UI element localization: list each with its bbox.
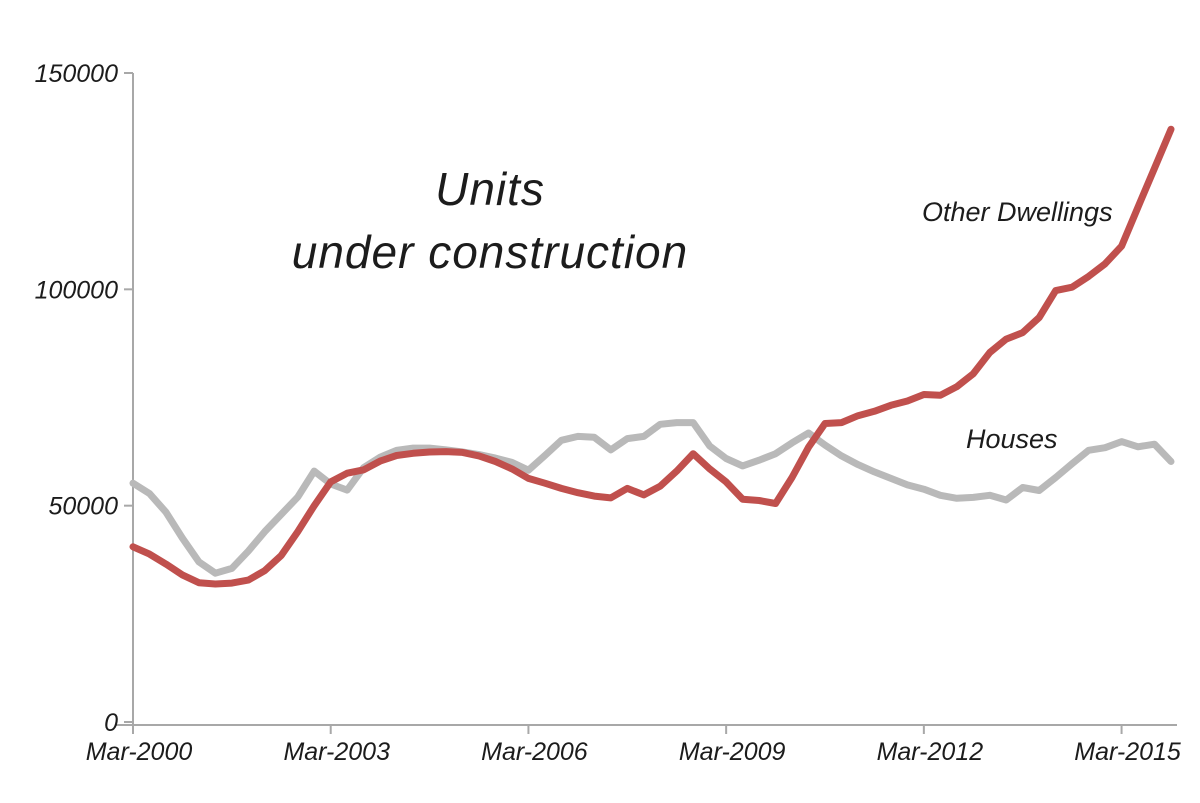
x-tick-label: Mar-2015 — [1074, 738, 1181, 766]
x-tick-label: Mar-2009 — [679, 738, 786, 766]
y-tick-label: 0 — [104, 709, 118, 737]
y-tick-label: 50000 — [48, 493, 118, 521]
chart-title: Units under construction — [180, 158, 800, 285]
x-tick-label: Mar-2000 — [86, 738, 193, 766]
other-dwellings-line — [129, 125, 1175, 588]
series-label-other-dwellings: Other Dwellings — [922, 197, 1113, 227]
y-tick-label: 150000 — [35, 60, 119, 88]
series-label-houses: Houses — [966, 424, 1058, 454]
chart-title-line1: Units — [435, 163, 545, 215]
x-tick-label: Mar-2006 — [481, 738, 588, 766]
houses-line — [129, 419, 1175, 577]
x-tick-label: Mar-2012 — [877, 738, 984, 766]
chart-title-line2: under construction — [291, 226, 689, 279]
x-tick-label: Mar-2003 — [283, 738, 390, 766]
y-tick-label: 100000 — [35, 276, 119, 304]
